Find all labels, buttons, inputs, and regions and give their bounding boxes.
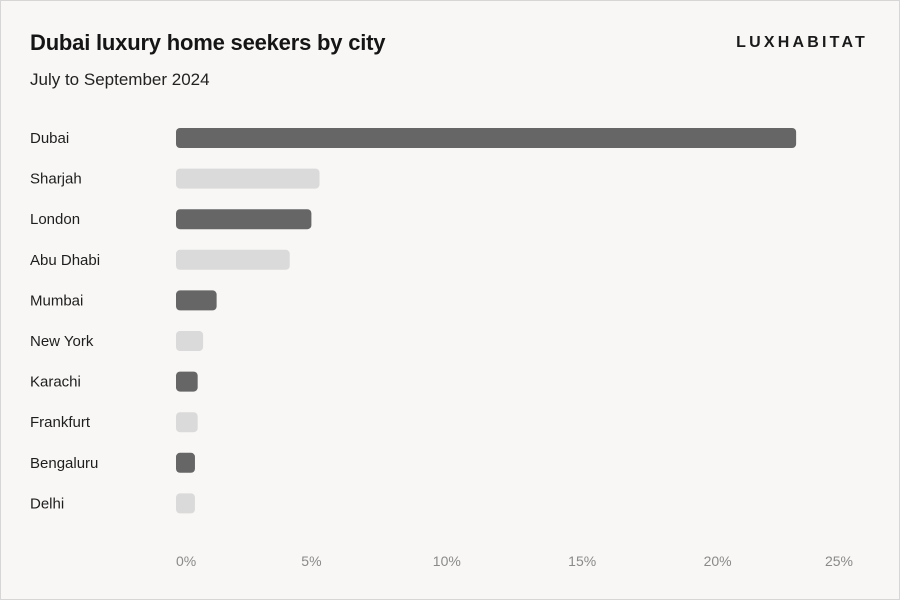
category-label: Sharjah bbox=[30, 171, 82, 188]
x-tick-label: 20% bbox=[704, 553, 732, 569]
bar-new-york bbox=[176, 331, 204, 351]
chart-subtitle: July to September 2024 bbox=[30, 70, 210, 89]
bar-london bbox=[176, 209, 312, 230]
category-label: Karachi bbox=[30, 374, 81, 391]
x-axis-ticks: 0% 5% 10% 15% 20% 25% bbox=[176, 553, 853, 569]
x-tick-label: 15% bbox=[568, 553, 596, 569]
category-label: Abu Dhabi bbox=[30, 252, 100, 269]
category-label: Bengaluru bbox=[30, 455, 98, 472]
category-label: Mumbai bbox=[30, 292, 83, 309]
chart-title: Dubai luxury home seekers by city bbox=[30, 30, 386, 55]
bar-frankfurt bbox=[176, 412, 198, 433]
bar-dubai bbox=[176, 128, 797, 148]
category-label: Frankfurt bbox=[30, 414, 91, 431]
brand-logo: LUXHABITAT bbox=[736, 34, 868, 51]
x-tick-label: 10% bbox=[433, 553, 461, 569]
bar-bengaluru bbox=[176, 452, 195, 473]
bars-layer bbox=[176, 128, 797, 514]
category-label: London bbox=[30, 211, 80, 228]
x-tick-label: 25% bbox=[825, 553, 853, 569]
category-label: New York bbox=[30, 333, 94, 350]
x-tick-label: 5% bbox=[301, 553, 321, 569]
bar-mumbai bbox=[176, 290, 217, 311]
bar-abu-dhabi bbox=[176, 249, 290, 270]
category-label: Delhi bbox=[30, 495, 64, 512]
bar-delhi bbox=[176, 493, 195, 514]
bar-karachi bbox=[176, 371, 198, 392]
category-labels: Dubai Sharjah London Abu Dhabi Mumbai New Yor… bbox=[30, 130, 100, 512]
category-label: Dubai bbox=[30, 130, 69, 147]
x-tick-label: 0% bbox=[176, 553, 196, 569]
bar-sharjah bbox=[176, 168, 320, 189]
